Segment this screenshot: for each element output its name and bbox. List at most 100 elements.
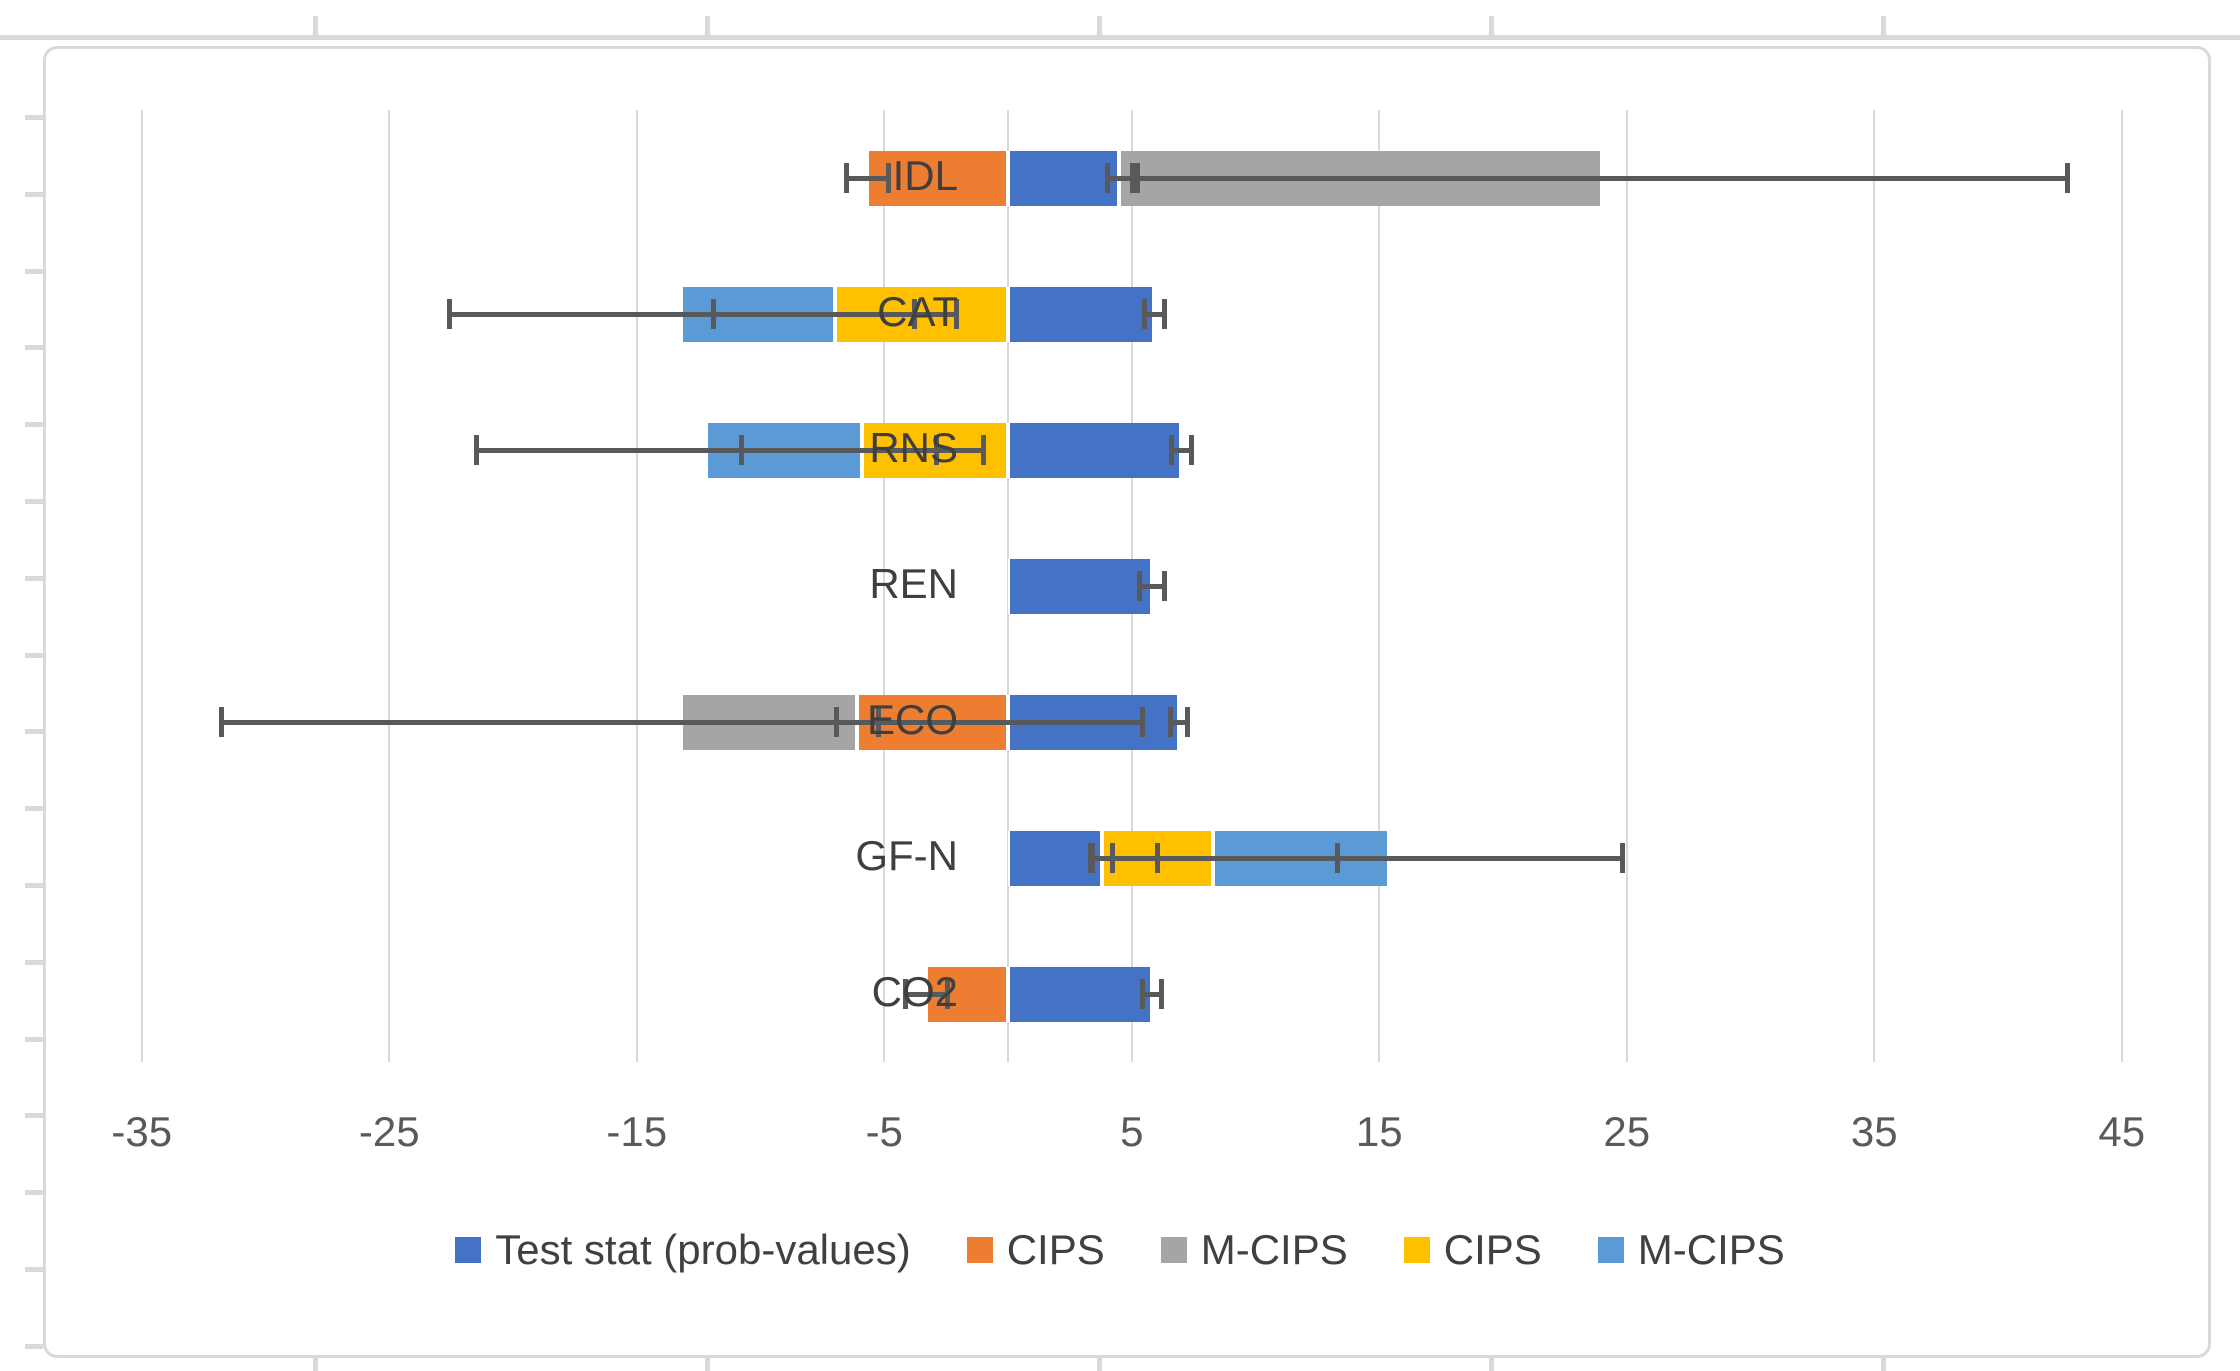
category-label: IDL: [892, 152, 958, 199]
outer-left-tick: [25, 883, 43, 888]
error-bar-cap: [1161, 299, 1167, 329]
error-bar-line: [845, 176, 888, 181]
outer-left-tick: [25, 1267, 43, 1272]
error-bar-cap: [954, 299, 960, 329]
error-bar-cap: [981, 435, 987, 465]
error-bar-cap: [903, 979, 909, 1009]
outer-bottom-tick: [1881, 1358, 1886, 1371]
error-bar-line: [475, 448, 937, 453]
outer-left-tick: [25, 729, 43, 735]
gridline: [635, 110, 638, 1062]
error-bar-cap: [473, 435, 479, 465]
error-bar-cap: [1185, 707, 1191, 737]
error-bar-line: [1171, 448, 1192, 453]
gridline: [388, 110, 391, 1062]
error-bar-cap: [1134, 163, 1140, 193]
legend-label: CIPS: [1443, 1226, 1542, 1273]
outer-left-tick: [25, 268, 43, 274]
error-bar-cap: [911, 299, 917, 329]
error-bar-cap: [446, 299, 452, 329]
axis-tick-label: -5: [865, 1108, 903, 1155]
axis-tick-label: 35: [1850, 1108, 1898, 1155]
error-bar-line: [1136, 176, 2068, 181]
outer-left-tick: [25, 1113, 43, 1119]
outer-left-tick: [25, 345, 43, 351]
error-bar-cap: [1169, 435, 1175, 465]
outer-left-tick: [25, 575, 43, 581]
chart-area-border: [43, 46, 2211, 1358]
category-label: CO2: [871, 968, 958, 1015]
error-bar-cap: [843, 163, 849, 193]
outer-top-axis-line: [0, 35, 2240, 40]
axis-tick-label: -35: [111, 1108, 173, 1155]
outer-top-tick: [1097, 16, 1102, 35]
error-bar-line: [220, 720, 1142, 725]
bar-segment-test-stat-prob-values-: [1008, 422, 1182, 478]
legend-swatch-icon: [1160, 1237, 1187, 1263]
legend-swatch-icon: [455, 1237, 482, 1263]
legend-label: Test stat (prob-values): [495, 1226, 911, 1273]
outer-top-tick: [1489, 16, 1494, 35]
category-label: GF-N: [855, 832, 958, 879]
error-bar-cap: [1619, 843, 1625, 873]
legend-label: M-CIPS: [1200, 1226, 1348, 1273]
legend-swatch-icon: [1597, 1237, 1624, 1263]
outer-top-tick: [705, 16, 710, 35]
axis-tick-label: 45: [2098, 1108, 2146, 1155]
axis-tick-label: 15: [1355, 1108, 1403, 1155]
error-bar-cap: [1168, 707, 1174, 737]
error-bar-line: [1139, 584, 1164, 589]
error-bar-cap: [1129, 163, 1135, 193]
error-bar-cap: [1137, 571, 1143, 601]
outer-bottom-tick: [1097, 1358, 1102, 1371]
category-label: ECO: [866, 696, 958, 743]
error-bar-cap: [1154, 843, 1160, 873]
error-bar-cap: [2065, 163, 2071, 193]
error-bar-cap: [1105, 163, 1110, 193]
outer-left-tick: [25, 652, 43, 658]
outer-left-tick: [25, 499, 43, 504]
legend-swatch-icon: [1403, 1237, 1430, 1263]
category-label: CAT: [877, 288, 958, 335]
legend-item: M-CIPS: [1597, 1226, 1785, 1274]
error-bar-cap: [1139, 979, 1145, 1009]
bar-segment-test-stat-prob-values-: [1008, 830, 1103, 886]
error-bar-cap: [1139, 707, 1145, 737]
error-bar-cap: [1087, 843, 1093, 873]
error-bar-line: [448, 312, 914, 317]
outer-bottom-tick: [705, 1358, 710, 1371]
error-bar-cap: [885, 163, 891, 193]
outer-left-tick: [25, 191, 43, 197]
gridline: [1873, 110, 1876, 1062]
legend-label: M-CIPS: [1637, 1226, 1785, 1273]
legend-item: Test stat (prob-values): [455, 1226, 911, 1274]
outer-left-tick: [25, 959, 43, 965]
axis-tick-label: 25: [1603, 1108, 1651, 1155]
gridline: [1625, 110, 1628, 1062]
outer-left-tick: [25, 806, 43, 812]
legend-item: CIPS: [966, 1226, 1105, 1274]
error-bar-cap: [1159, 979, 1165, 1009]
error-bar-cap: [934, 435, 940, 465]
error-bar-line: [1170, 720, 1188, 725]
axis-tick-label: 5: [1120, 1108, 1144, 1155]
outer-left-tick: [25, 1343, 43, 1349]
legend-item: CIPS: [1403, 1226, 1542, 1274]
gridline: [2120, 110, 2123, 1062]
bar-segment-test-stat-prob-values-: [1008, 966, 1152, 1022]
error-bar-line: [1107, 176, 1132, 181]
outer-top-tick: [313, 16, 318, 35]
category-label: REN: [869, 560, 958, 607]
outer-left-tick: [25, 1036, 43, 1042]
error-bar-line: [905, 992, 948, 997]
error-bar-cap: [1189, 435, 1195, 465]
bar-segment-test-stat-prob-values-: [1008, 286, 1155, 342]
outer-top-tick: [1881, 16, 1886, 35]
gridline: [140, 110, 143, 1062]
error-bar-line: [1141, 992, 1162, 997]
axis-tick-label: -15: [606, 1108, 668, 1155]
gridline: [883, 110, 886, 1062]
bar-segment-test-stat-prob-values-: [1008, 150, 1120, 206]
error-bar-line: [1156, 856, 1622, 861]
